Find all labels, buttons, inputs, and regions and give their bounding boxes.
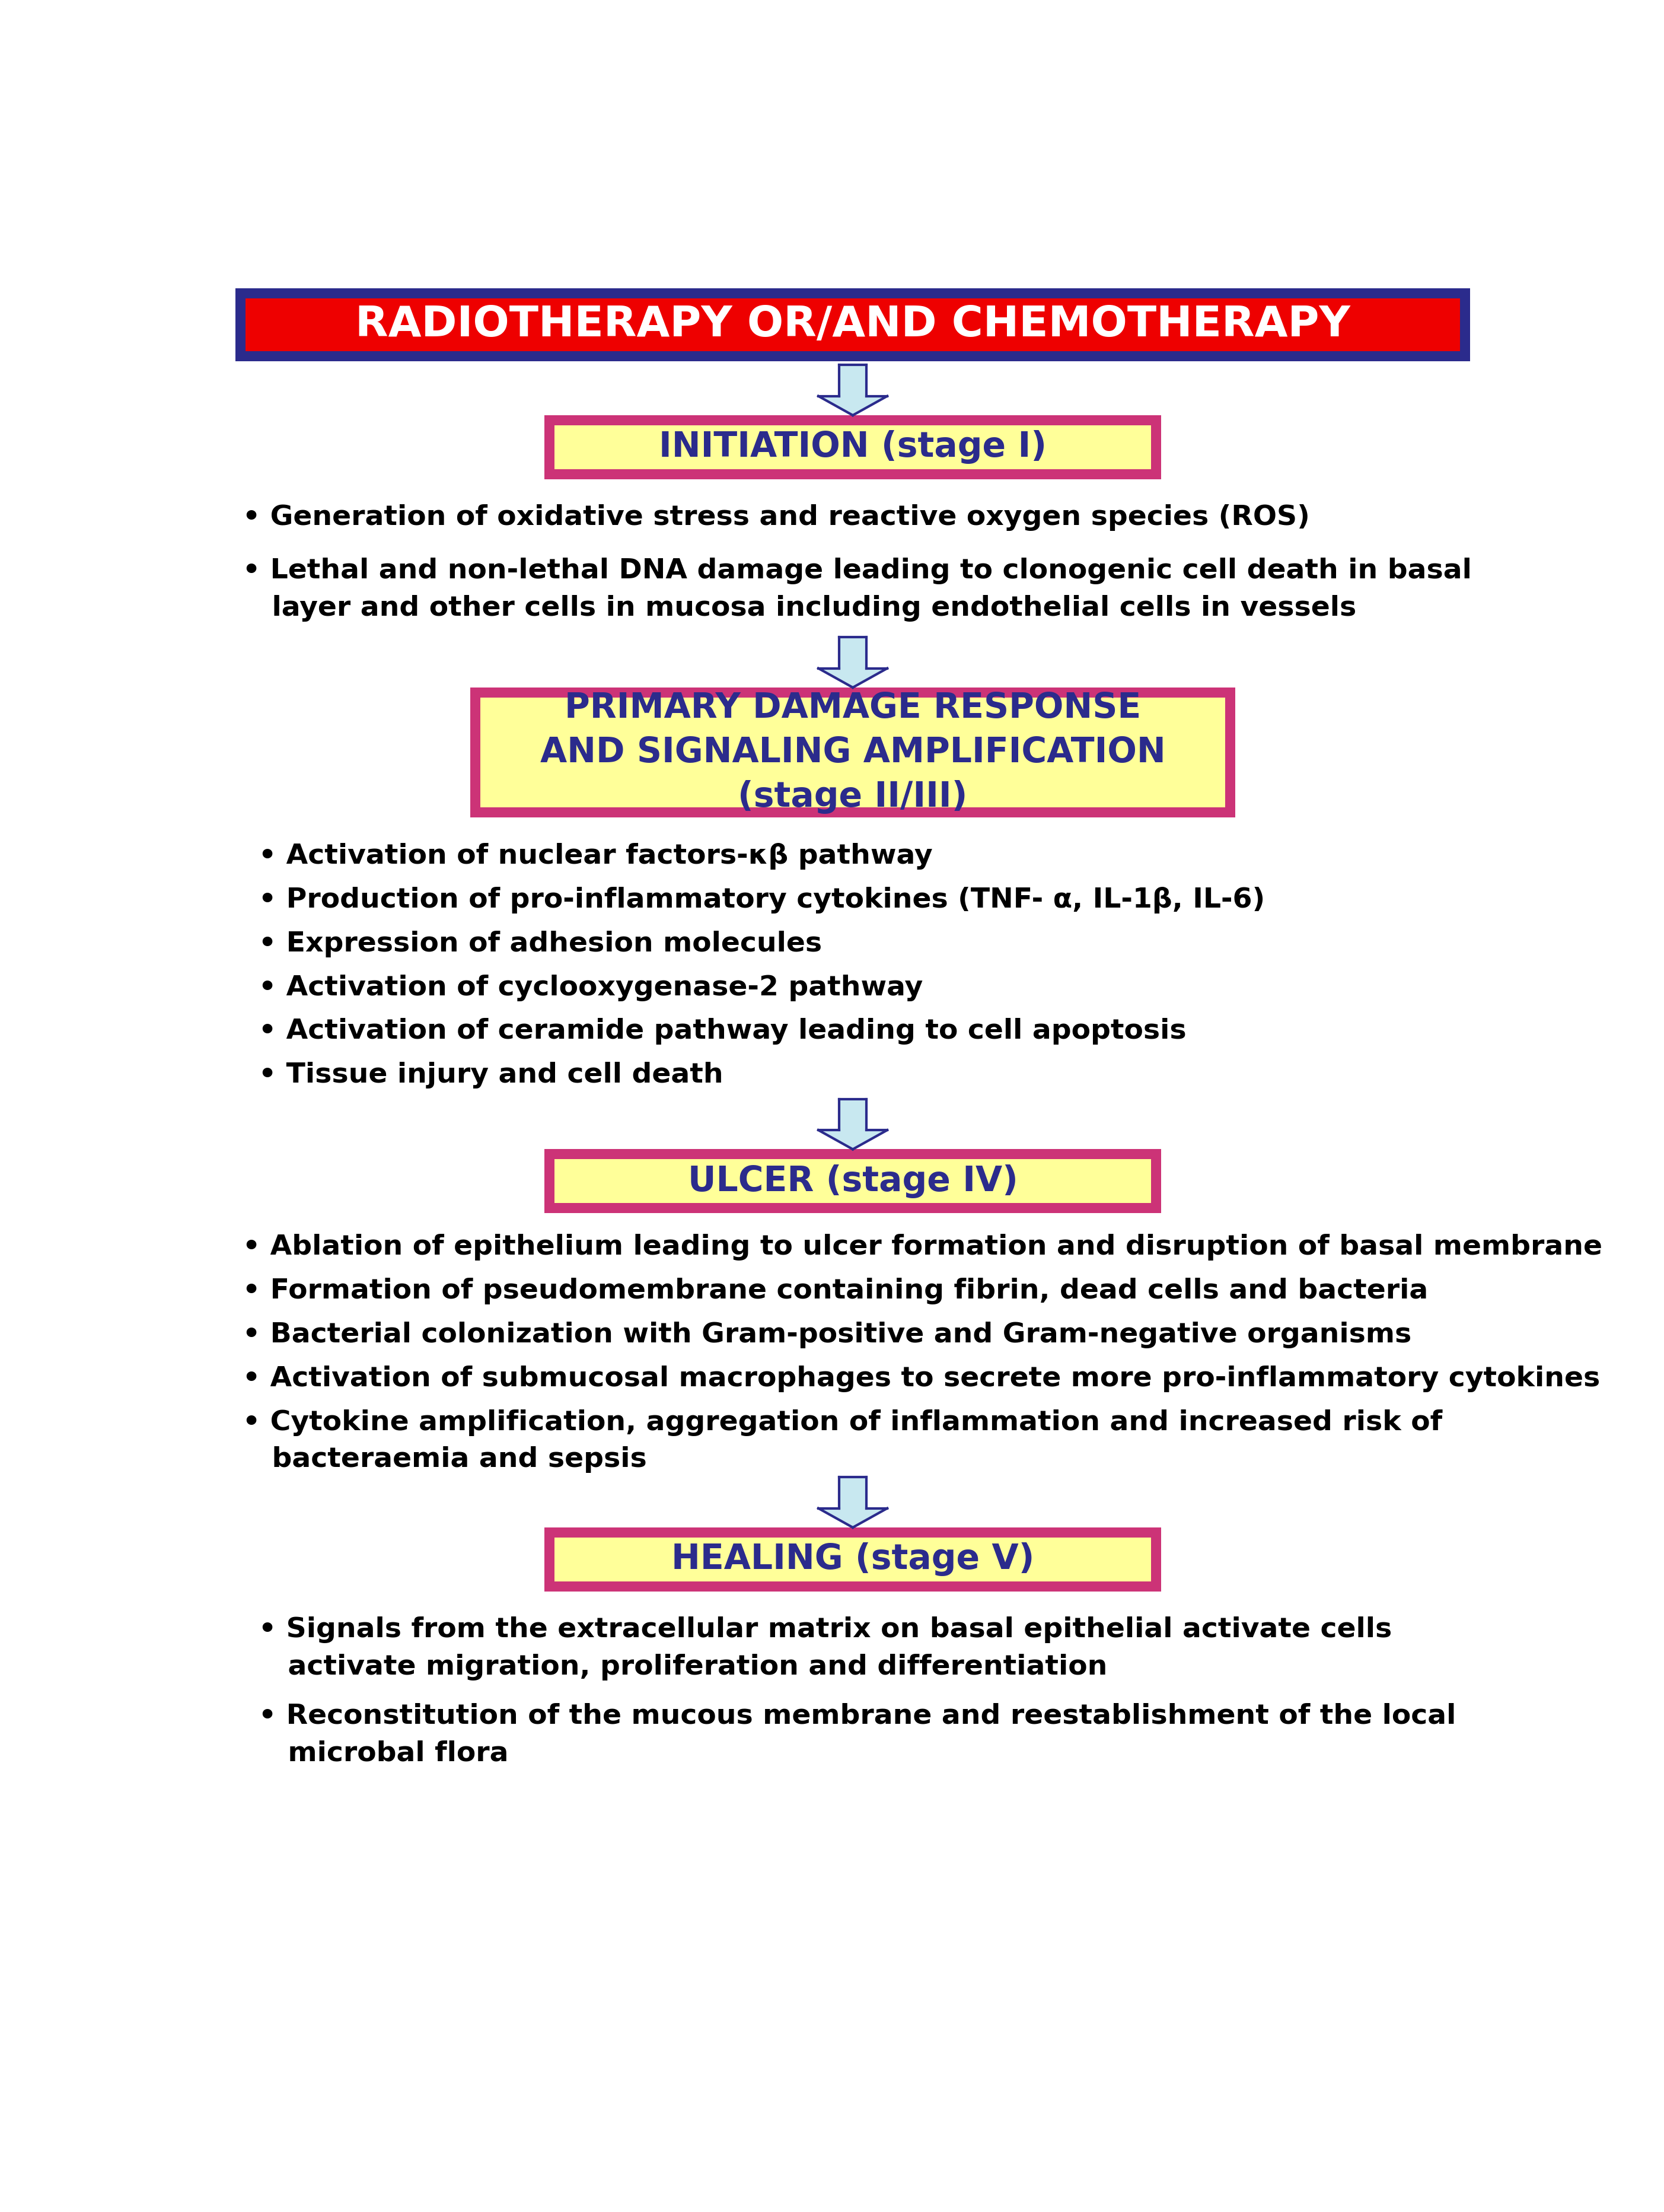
Text: • Formation of pseudomembrane containing fibrin, dead cells and bacteria: • Formation of pseudomembrane containing…	[243, 1279, 1428, 1305]
Text: • Lethal and non-lethal DNA damage leading to clonogenic cell death in basal
   : • Lethal and non-lethal DNA damage leadi…	[243, 557, 1471, 622]
Bar	[236, 288, 1469, 361]
Polygon shape	[819, 1130, 887, 1150]
Text: • Activation of cyclooxygenase-2 pathway: • Activation of cyclooxygenase-2 pathway	[258, 973, 924, 1002]
Text: PRIMARY DAMAGE RESPONSE
AND SIGNALING AMPLIFICATION
(stage II/III): PRIMARY DAMAGE RESPONSE AND SIGNALING AM…	[541, 690, 1165, 814]
Text: • Bacterial colonization with Gram-positive and Gram-negative organisms: • Bacterial colonization with Gram-posit…	[243, 1321, 1411, 1347]
Text: • Cytokine amplification, aggregation of inflammation and increased risk of
   b: • Cytokine amplification, aggregation of…	[243, 1409, 1443, 1473]
Text: • Generation of oxidative stress and reactive oxygen species (ROS): • Generation of oxidative stress and rea…	[243, 504, 1310, 531]
Bar	[839, 1099, 867, 1130]
Bar	[481, 697, 1225, 807]
Bar	[839, 637, 867, 668]
Bar	[246, 299, 1459, 352]
Bar	[839, 365, 867, 396]
Text: HEALING (stage V): HEALING (stage V)	[671, 1542, 1035, 1577]
Bar	[544, 1150, 1161, 1212]
Bar	[544, 416, 1161, 480]
Polygon shape	[819, 396, 887, 416]
Text: • Activation of ceramide pathway leading to cell apoptosis: • Activation of ceramide pathway leading…	[258, 1018, 1186, 1044]
Text: • Ablation of epithelium leading to ulcer formation and disruption of basal memb: • Ablation of epithelium leading to ulce…	[243, 1234, 1602, 1261]
Text: • Activation of submucosal macrophages to secrete more pro-inflammatory cytokine: • Activation of submucosal macrophages t…	[243, 1365, 1601, 1391]
Bar	[554, 1159, 1151, 1203]
Polygon shape	[819, 668, 887, 688]
Bar	[554, 1537, 1151, 1582]
Text: • Activation of nuclear factors-κβ pathway: • Activation of nuclear factors-κβ pathw…	[258, 843, 932, 869]
Text: • Production of pro-inflammatory cytokines (TNF- α, IL-1β, IL-6): • Production of pro-inflammatory cytokin…	[258, 887, 1265, 914]
Text: RADIOTHERAPY OR/AND CHEMOTHERAPY: RADIOTHERAPY OR/AND CHEMOTHERAPY	[356, 305, 1350, 345]
Text: • Tissue injury and cell death: • Tissue injury and cell death	[258, 1062, 724, 1088]
Text: • Reconstitution of the mucous membrane and reestablishment of the local
   micr: • Reconstitution of the mucous membrane …	[258, 1703, 1456, 1767]
Bar	[554, 425, 1151, 469]
Polygon shape	[819, 1509, 887, 1528]
Text: INITIATION (stage I): INITIATION (stage I)	[659, 431, 1047, 465]
Text: • Expression of adhesion molecules: • Expression of adhesion molecules	[258, 931, 822, 958]
Text: • Signals from the extracellular matrix on basal epithelial activate cells
   ac: • Signals from the extracellular matrix …	[258, 1617, 1393, 1681]
Bar	[471, 688, 1235, 818]
Bar	[544, 1528, 1161, 1590]
Bar	[839, 1478, 867, 1509]
Text: ULCER (stage IV): ULCER (stage IV)	[687, 1164, 1018, 1199]
